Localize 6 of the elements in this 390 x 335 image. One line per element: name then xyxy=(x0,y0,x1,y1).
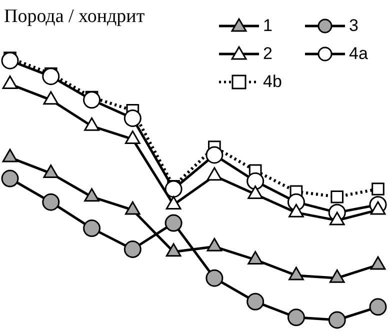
legend-label: 4a xyxy=(349,44,368,64)
legend-label: 4b xyxy=(263,72,282,92)
legend-label: 1 xyxy=(263,16,272,36)
legend-label: 2 xyxy=(263,44,272,64)
legend-label: 3 xyxy=(349,16,358,36)
chart-title: Порода / хондрит xyxy=(4,6,145,28)
